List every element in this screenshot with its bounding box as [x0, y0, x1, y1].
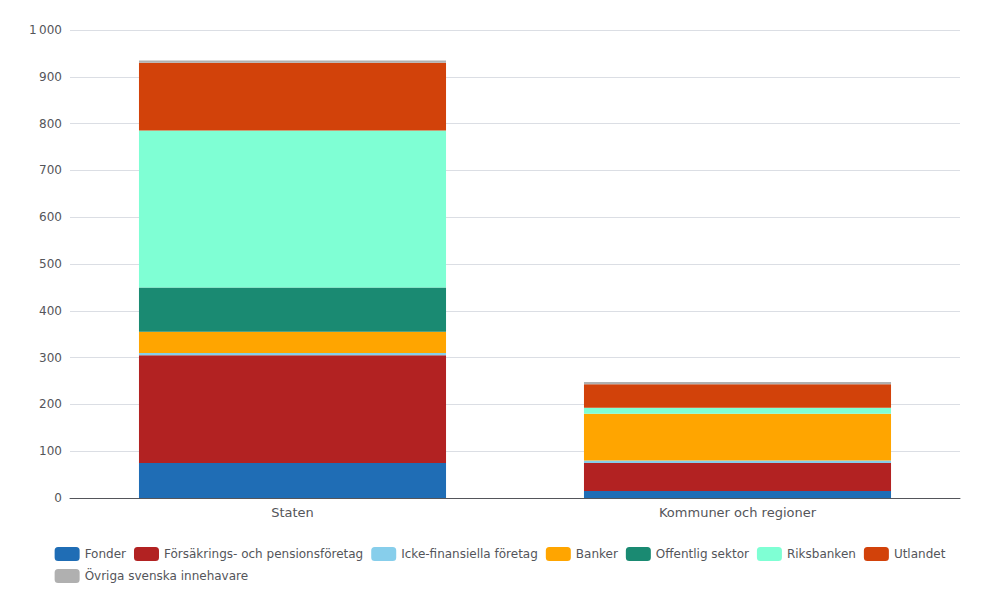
svg-text:Banker: Banker [576, 547, 618, 561]
svg-text:0: 0 [54, 491, 62, 505]
svg-text:500: 500 [39, 257, 62, 271]
svg-text:200: 200 [39, 397, 62, 411]
svg-text:100: 100 [39, 444, 62, 458]
svg-text:Kommuner och regioner: Kommuner och regioner [659, 505, 817, 520]
svg-text:300: 300 [39, 351, 62, 365]
svg-text:Staten: Staten [271, 505, 314, 520]
svg-text:600: 600 [39, 210, 62, 224]
svg-text:Icke-finansiella företag: Icke-finansiella företag [401, 547, 538, 561]
svg-text:1 000: 1 000 [29, 23, 62, 37]
svg-text:800: 800 [39, 117, 62, 131]
svg-text:900: 900 [39, 70, 62, 84]
svg-text:Riksbanken: Riksbanken [787, 547, 856, 561]
svg-text:Försäkrings- och pensionsföret: Försäkrings- och pensionsföretag [164, 547, 363, 561]
svg-text:Fonder: Fonder [85, 547, 126, 561]
svg-text:700: 700 [39, 163, 62, 177]
svg-text:Offentlig sektor: Offentlig sektor [656, 547, 749, 561]
svg-text:Utlandet: Utlandet [894, 547, 946, 561]
svg-text:Övriga svenska innehavare: Övriga svenska innehavare [85, 567, 249, 583]
svg-text:400: 400 [39, 304, 62, 318]
